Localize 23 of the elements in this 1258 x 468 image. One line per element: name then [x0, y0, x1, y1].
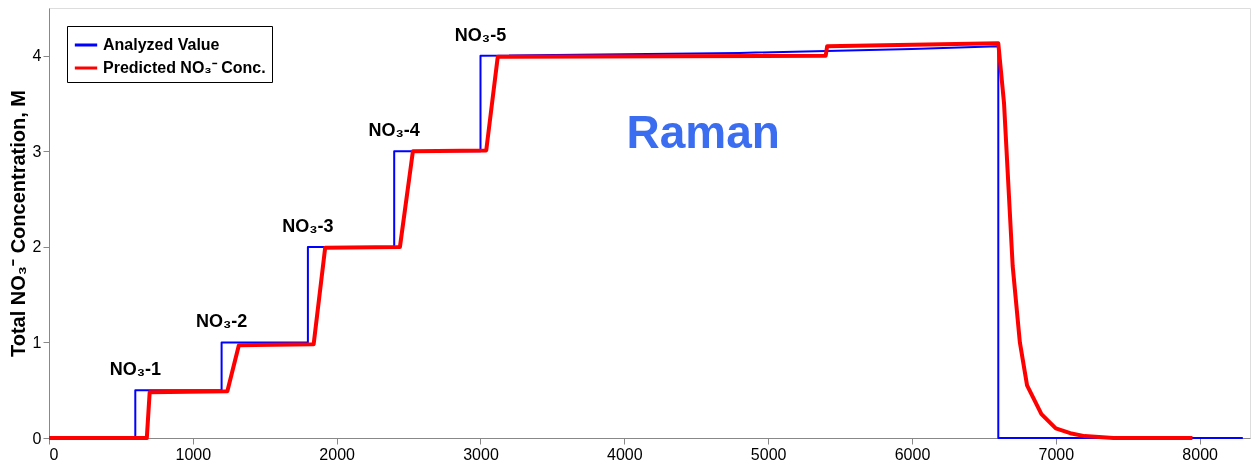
x-tick-label: 5000	[750, 445, 787, 463]
x-tick-label: 7000	[1038, 445, 1075, 463]
annotation: Raman	[626, 106, 780, 159]
annotation: NO₃-2	[195, 311, 248, 332]
annotation: NO₃-3	[282, 215, 334, 236]
x-tick-label: 3000	[463, 445, 499, 463]
y-tick-label: 2	[32, 238, 42, 256]
y-tick-label: 4	[32, 47, 42, 65]
annotation: NO₃-5	[454, 24, 507, 45]
y-tick-label: 0	[32, 429, 42, 447]
x-tick-label: 8000	[1182, 445, 1219, 463]
y-tick-label: 3	[32, 142, 42, 160]
x-tick-label: 6000	[894, 445, 931, 463]
y-tick-label: 1	[32, 333, 42, 351]
annotation: NO₃-4	[368, 120, 420, 141]
x-tick-label: 4000	[607, 445, 643, 463]
x-tick-label: 2000	[319, 445, 356, 463]
x-tick-label: 0	[49, 445, 59, 463]
x-tick-label: 1000	[175, 445, 212, 463]
legend-label: Predicted NO₃⁻ Conc.	[103, 59, 266, 76]
legend-label: Analyzed Value	[103, 36, 220, 53]
annotation: NO₃-1	[109, 359, 161, 380]
y-axis-title: Total NO₃⁻ Concentration, M	[6, 90, 29, 357]
